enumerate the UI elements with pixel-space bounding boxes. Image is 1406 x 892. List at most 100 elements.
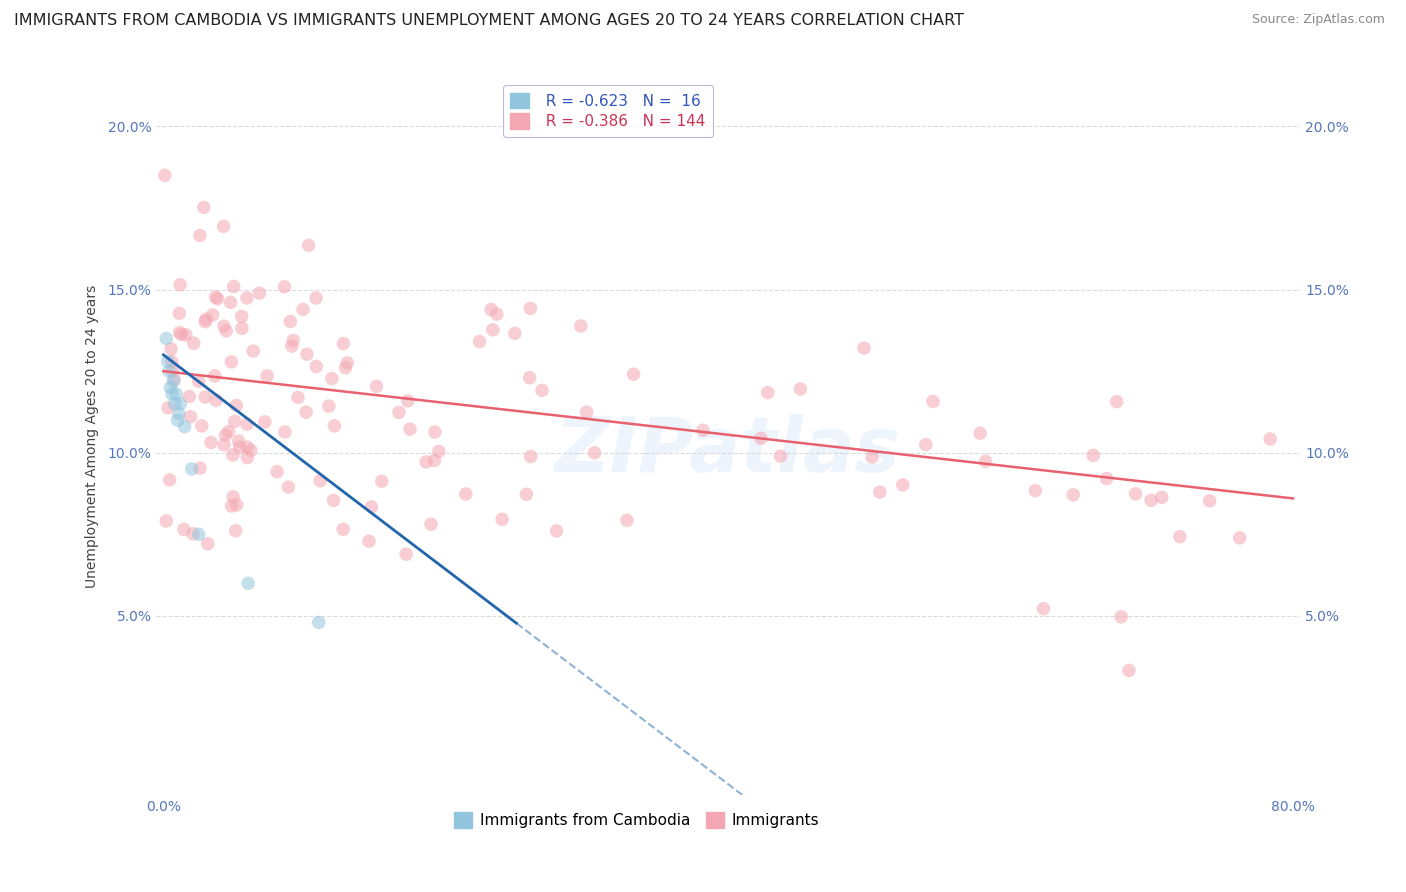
Point bbox=[318, 399, 340, 413]
Point bbox=[167, 407, 190, 421]
Point bbox=[292, 302, 315, 317]
Point bbox=[420, 517, 443, 532]
Text: ZIPatlas: ZIPatlas bbox=[555, 414, 901, 488]
Point bbox=[200, 435, 222, 450]
Point bbox=[366, 379, 388, 393]
Point bbox=[575, 405, 598, 419]
Point bbox=[160, 387, 183, 401]
Text: IMMIGRANTS FROM CAMBODIA VS IMMIGRANTS UNEMPLOYMENT AMONG AGES 20 TO 24 YEARS CO: IMMIGRANTS FROM CAMBODIA VS IMMIGRANTS U… bbox=[14, 13, 965, 29]
Point bbox=[201, 308, 224, 322]
Point bbox=[236, 291, 259, 305]
Point bbox=[423, 453, 446, 467]
Point bbox=[155, 332, 177, 346]
Point bbox=[225, 498, 247, 512]
Point bbox=[332, 522, 354, 536]
Point bbox=[174, 327, 197, 342]
Point bbox=[194, 315, 217, 329]
Point bbox=[169, 277, 191, 292]
Point bbox=[256, 368, 278, 383]
Legend: Immigrants from Cambodia, Immigrants: Immigrants from Cambodia, Immigrants bbox=[449, 806, 825, 834]
Point bbox=[169, 397, 191, 411]
Point bbox=[1118, 664, 1140, 678]
Point bbox=[281, 339, 304, 353]
Point bbox=[479, 302, 502, 317]
Point bbox=[519, 370, 541, 384]
Y-axis label: Unemployment Among Ages 20 to 24 years: Unemployment Among Ages 20 to 24 years bbox=[86, 285, 100, 588]
Point bbox=[222, 279, 245, 293]
Point bbox=[357, 534, 380, 549]
Point bbox=[169, 326, 191, 340]
Point bbox=[239, 443, 262, 458]
Point bbox=[212, 219, 235, 234]
Point bbox=[335, 360, 357, 375]
Point bbox=[546, 524, 568, 538]
Point bbox=[221, 499, 243, 513]
Point bbox=[191, 418, 214, 433]
Point bbox=[188, 228, 211, 243]
Point bbox=[519, 301, 541, 316]
Point bbox=[222, 448, 245, 462]
Point bbox=[1024, 483, 1046, 498]
Point bbox=[169, 306, 191, 320]
Point bbox=[181, 526, 204, 541]
Point bbox=[395, 547, 418, 561]
Point bbox=[163, 397, 186, 411]
Point bbox=[853, 341, 876, 355]
Point bbox=[287, 391, 309, 405]
Point bbox=[1229, 531, 1251, 545]
Point bbox=[159, 380, 181, 394]
Point bbox=[273, 279, 295, 293]
Point bbox=[194, 390, 217, 404]
Text: Source: ZipAtlas.com: Source: ZipAtlas.com bbox=[1251, 13, 1385, 27]
Point bbox=[225, 399, 247, 413]
Point bbox=[860, 450, 883, 464]
Point bbox=[249, 286, 271, 301]
Point bbox=[415, 455, 437, 469]
Point bbox=[160, 354, 183, 368]
Point bbox=[1081, 449, 1104, 463]
Point bbox=[166, 413, 188, 427]
Point bbox=[1150, 491, 1173, 505]
Point bbox=[274, 425, 297, 439]
Point bbox=[163, 373, 186, 387]
Point bbox=[399, 422, 422, 436]
Point bbox=[769, 449, 792, 463]
Point bbox=[195, 312, 218, 326]
Point bbox=[180, 409, 202, 424]
Point bbox=[569, 318, 592, 333]
Point bbox=[309, 474, 332, 488]
Point bbox=[1125, 487, 1147, 501]
Point bbox=[295, 405, 318, 419]
Point bbox=[266, 465, 288, 479]
Point bbox=[222, 490, 245, 504]
Point bbox=[253, 415, 276, 429]
Point bbox=[242, 344, 264, 359]
Point bbox=[520, 450, 543, 464]
Point bbox=[157, 364, 180, 378]
Point bbox=[212, 319, 235, 334]
Point bbox=[295, 347, 318, 361]
Point bbox=[515, 487, 537, 501]
Point bbox=[180, 462, 202, 476]
Point bbox=[160, 342, 183, 356]
Point bbox=[221, 355, 243, 369]
Point bbox=[207, 292, 229, 306]
Point bbox=[159, 473, 181, 487]
Point bbox=[215, 324, 238, 338]
Point bbox=[583, 446, 606, 460]
Point bbox=[236, 450, 259, 465]
Point bbox=[277, 480, 299, 494]
Point bbox=[155, 514, 177, 528]
Point bbox=[225, 524, 247, 538]
Point bbox=[1140, 493, 1163, 508]
Point bbox=[205, 393, 228, 408]
Point bbox=[305, 291, 328, 305]
Point bbox=[236, 417, 259, 431]
Point bbox=[1168, 530, 1191, 544]
Point bbox=[616, 513, 638, 527]
Point bbox=[1105, 394, 1128, 409]
Point bbox=[322, 493, 344, 508]
Point bbox=[482, 323, 505, 337]
Point bbox=[170, 327, 193, 342]
Point bbox=[173, 522, 195, 536]
